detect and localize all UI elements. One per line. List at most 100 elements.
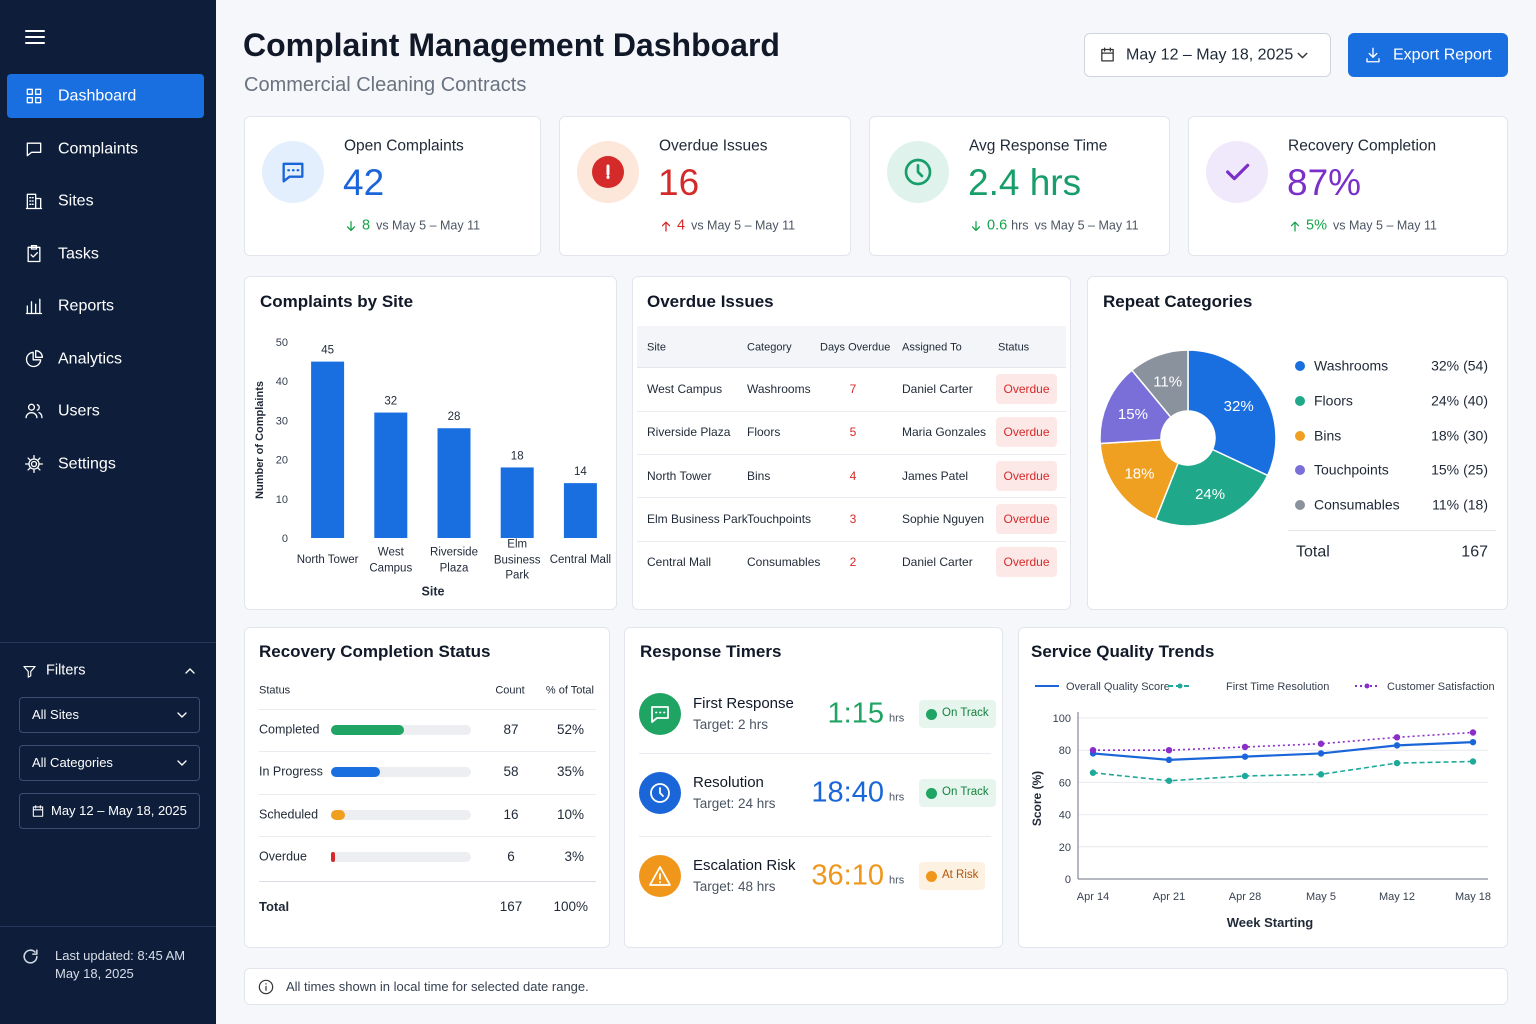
cell: Sophie Nguyen: [902, 511, 985, 526]
y-tick-label: 0: [282, 533, 288, 545]
icon-part: [32, 805, 44, 817]
kpi-comparison: vs May 5 – May 11: [1034, 218, 1139, 233]
select[interactable]: [19, 793, 200, 829]
pie-slice: [1187, 349, 1277, 477]
cell: 3%: [564, 849, 584, 865]
x-axis-label: Week Starting: [1227, 915, 1314, 930]
x-tick-label: Apr 28: [1229, 891, 1261, 903]
status-text: On Track: [942, 786, 989, 799]
legend-count: (40): [1463, 392, 1488, 409]
icon-part: [23, 949, 38, 964]
pie-slice: [1099, 369, 1172, 445]
divider: [0, 642, 216, 643]
legend-swatch: [1295, 465, 1305, 476]
icon: [25, 403, 43, 419]
cell: North Tower: [647, 468, 712, 483]
icon-part: [26, 88, 42, 104]
column-header: Site: [647, 341, 666, 354]
timer-name: Resolution: [693, 774, 764, 791]
cell: 3: [849, 511, 857, 526]
icon: [346, 220, 356, 231]
select[interactable]: [19, 697, 200, 733]
x-tick-label: Riverside Plaza: [430, 546, 478, 574]
row-divider: [637, 540, 1066, 542]
cell: Riverside Plaza: [647, 425, 731, 440]
cell: Floors: [747, 425, 781, 440]
kpi-comparison: vs May 5 – May 11: [376, 218, 481, 233]
chart: 32% 24% 18% 15% 11%: [1099, 349, 1277, 527]
legend-label: Floors: [1314, 392, 1353, 409]
x-tick-label: North Tower: [296, 554, 359, 567]
cell: Washrooms: [747, 381, 811, 396]
date-picker[interactable]: [1084, 33, 1331, 77]
timer-value: 1:15: [827, 697, 884, 730]
pie-slice: [1099, 438, 1180, 521]
icon-part: [282, 162, 304, 183]
column-header: % of Total: [545, 684, 594, 697]
icon-part: [971, 220, 981, 231]
slice-label: 15%: [1118, 406, 1148, 423]
cell: Consumables: [747, 554, 821, 569]
icon: [25, 298, 43, 315]
legend-count: (30): [1463, 427, 1488, 444]
icon-part: [904, 158, 932, 186]
point: [1393, 734, 1401, 741]
point: [1165, 756, 1173, 764]
filters-title: Filters: [46, 662, 86, 679]
icon: [1290, 221, 1300, 232]
x-tick-label: May 5: [1306, 891, 1336, 903]
timer-target: Target: 48 hrs: [693, 878, 776, 894]
slice-label: 32%: [1224, 398, 1254, 415]
progress-fill: [331, 725, 404, 735]
icon: [177, 760, 187, 766]
x-tick-label: Apr 21: [1153, 891, 1185, 903]
column-header: Status: [998, 341, 1030, 354]
progress-fill: [331, 809, 345, 820]
point: [1469, 758, 1477, 765]
series-line: [1093, 731, 1474, 751]
y-tick-label: 20: [1059, 842, 1071, 854]
cell: Bins: [747, 468, 771, 483]
timer-icon: [639, 693, 681, 735]
kpi-label: Avg Response Time: [969, 137, 1108, 155]
status: Overdue: [1003, 468, 1050, 483]
icon: [651, 706, 669, 723]
bar: [500, 467, 534, 538]
icon: [25, 193, 43, 210]
legend-count: (25): [1463, 461, 1488, 478]
icon-part: [258, 979, 274, 995]
icon: [904, 158, 932, 186]
chart-title: Service Quality Trends: [1031, 641, 1215, 661]
status-pill: On Track: [919, 779, 996, 807]
column-header: Days Overdue: [820, 341, 891, 354]
point: [1393, 759, 1401, 767]
point: [1165, 747, 1173, 754]
icon: [25, 454, 43, 473]
row-divider: [639, 836, 991, 837]
progress-track: [331, 767, 471, 778]
bar: [437, 428, 471, 538]
y-tick-label: 50: [276, 337, 288, 349]
legend-value: 11% (18): [1432, 497, 1488, 514]
y-tick-label: 20: [276, 455, 288, 467]
legend-percent: 32%: [1431, 357, 1460, 374]
legend-marker: [1177, 683, 1183, 689]
status-text: On Track: [942, 707, 989, 720]
status-pill: On Track: [919, 700, 996, 728]
cell: Central Mall: [647, 554, 712, 569]
x-tick-label: May 12: [1379, 891, 1415, 903]
legend-label: Washrooms: [1314, 357, 1389, 374]
total-label: Total: [1296, 543, 1330, 561]
select-label: All Categories: [32, 755, 113, 771]
icon: [23, 949, 38, 964]
row-divider: [637, 410, 1066, 412]
select[interactable]: [19, 745, 200, 781]
icon-part: [346, 220, 356, 231]
nav-item[interactable]: [7, 74, 204, 118]
divider: [0, 926, 216, 927]
cell: 6: [507, 849, 515, 865]
point: [1393, 742, 1401, 749]
nav-label: Dashboard: [58, 87, 137, 105]
export-label: Export Report: [1393, 46, 1492, 64]
nav-label: Analytics: [58, 349, 123, 367]
